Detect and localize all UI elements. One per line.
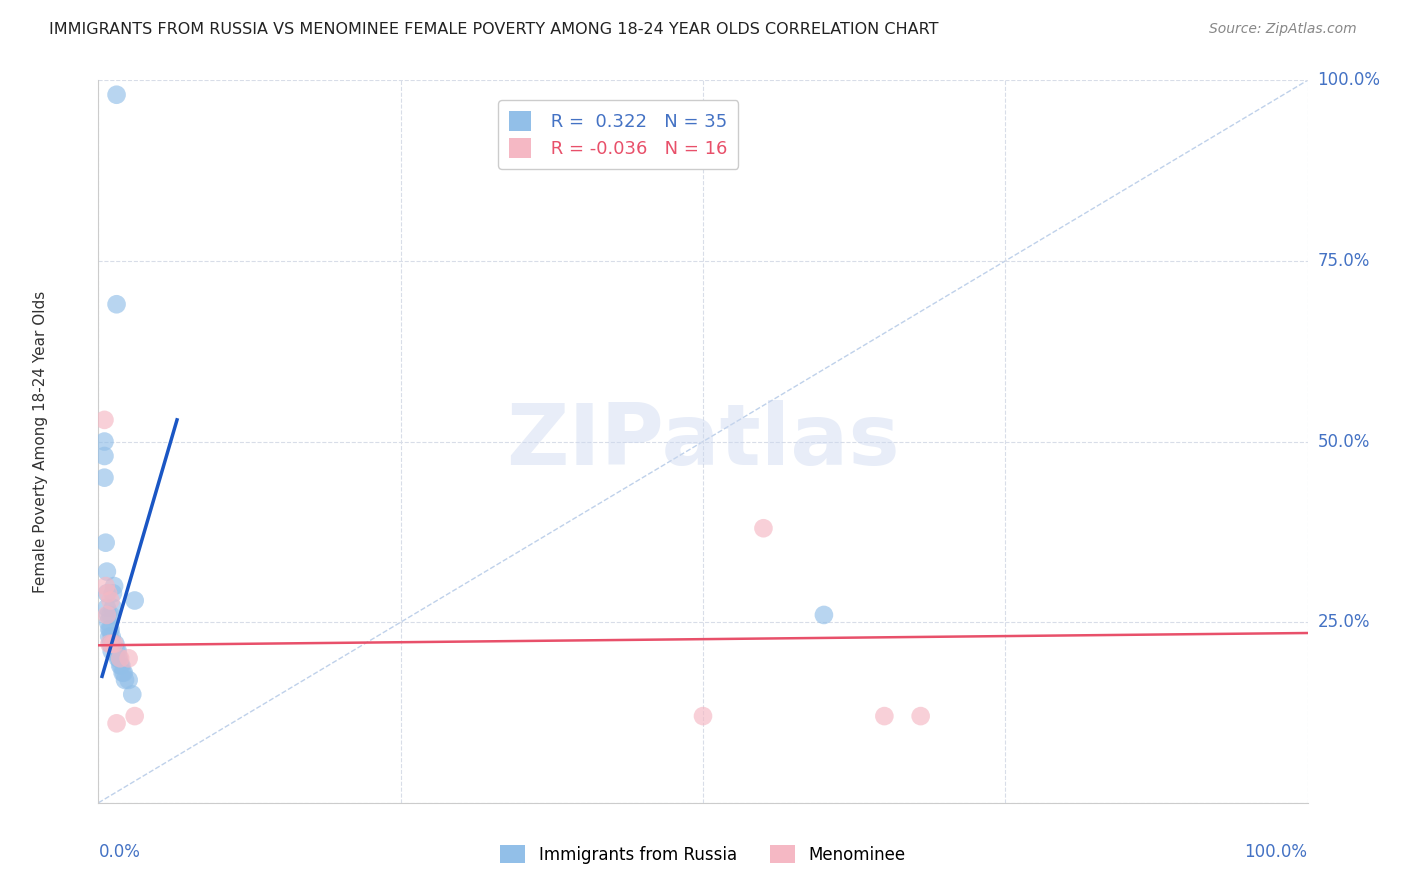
Point	[752, 521, 775, 535]
Point	[100, 637, 122, 651]
Point	[111, 665, 134, 680]
Point	[108, 658, 131, 673]
Point	[98, 630, 121, 644]
Text: 50.0%: 50.0%	[1317, 433, 1369, 450]
Text: Source: ZipAtlas.com: Source: ZipAtlas.com	[1209, 22, 1357, 37]
Point	[96, 586, 118, 600]
Point	[100, 637, 122, 651]
Point	[96, 607, 118, 622]
Text: ZIPatlas: ZIPatlas	[506, 400, 900, 483]
Point	[94, 535, 117, 549]
Point	[103, 579, 125, 593]
Point	[100, 630, 122, 644]
Point	[813, 607, 835, 622]
Point	[108, 651, 131, 665]
Point	[114, 673, 136, 687]
Text: 0.0%: 0.0%	[98, 843, 141, 861]
Text: Female Poverty Among 18-24 Year Olds: Female Poverty Among 18-24 Year Olds	[32, 291, 48, 592]
Point	[98, 637, 121, 651]
Point	[118, 651, 141, 665]
Point	[93, 434, 115, 449]
Point	[93, 470, 115, 484]
Point	[105, 297, 128, 311]
Point	[105, 716, 128, 731]
Point	[124, 709, 146, 723]
Point	[110, 658, 132, 673]
Point	[105, 87, 128, 102]
Text: 75.0%: 75.0%	[1317, 252, 1369, 270]
Text: 100.0%: 100.0%	[1317, 71, 1381, 89]
Point	[100, 607, 122, 622]
Point	[112, 665, 135, 680]
Point	[107, 651, 129, 665]
Point	[97, 586, 120, 600]
Point	[103, 637, 125, 651]
Point	[100, 593, 122, 607]
Point	[118, 673, 141, 687]
Text: 25.0%: 25.0%	[1317, 613, 1369, 632]
Point	[107, 644, 129, 658]
Point	[94, 579, 117, 593]
Point	[910, 709, 932, 723]
Point	[97, 615, 120, 630]
Point	[108, 651, 131, 665]
Point	[98, 623, 121, 637]
Text: IMMIGRANTS FROM RUSSIA VS MENOMINEE FEMALE POVERTY AMONG 18-24 YEAR OLDS CORRELA: IMMIGRANTS FROM RUSSIA VS MENOMINEE FEMA…	[49, 22, 939, 37]
Point	[104, 637, 127, 651]
Point	[692, 709, 714, 723]
Point	[124, 593, 146, 607]
Point	[101, 600, 124, 615]
Legend:  R =  0.322   N = 35,  R = -0.036   N = 16: R = 0.322 N = 35, R = -0.036 N = 16	[498, 100, 738, 169]
Point	[96, 565, 118, 579]
Point	[100, 623, 122, 637]
Point	[121, 687, 143, 701]
Point	[873, 709, 896, 723]
Point	[93, 413, 115, 427]
Point	[100, 644, 122, 658]
Point	[101, 586, 124, 600]
Point	[97, 607, 120, 622]
Text: 100.0%: 100.0%	[1244, 843, 1308, 861]
Point	[93, 449, 115, 463]
Point	[96, 600, 118, 615]
Point	[105, 644, 128, 658]
Legend: Immigrants from Russia, Menominee: Immigrants from Russia, Menominee	[494, 838, 912, 871]
